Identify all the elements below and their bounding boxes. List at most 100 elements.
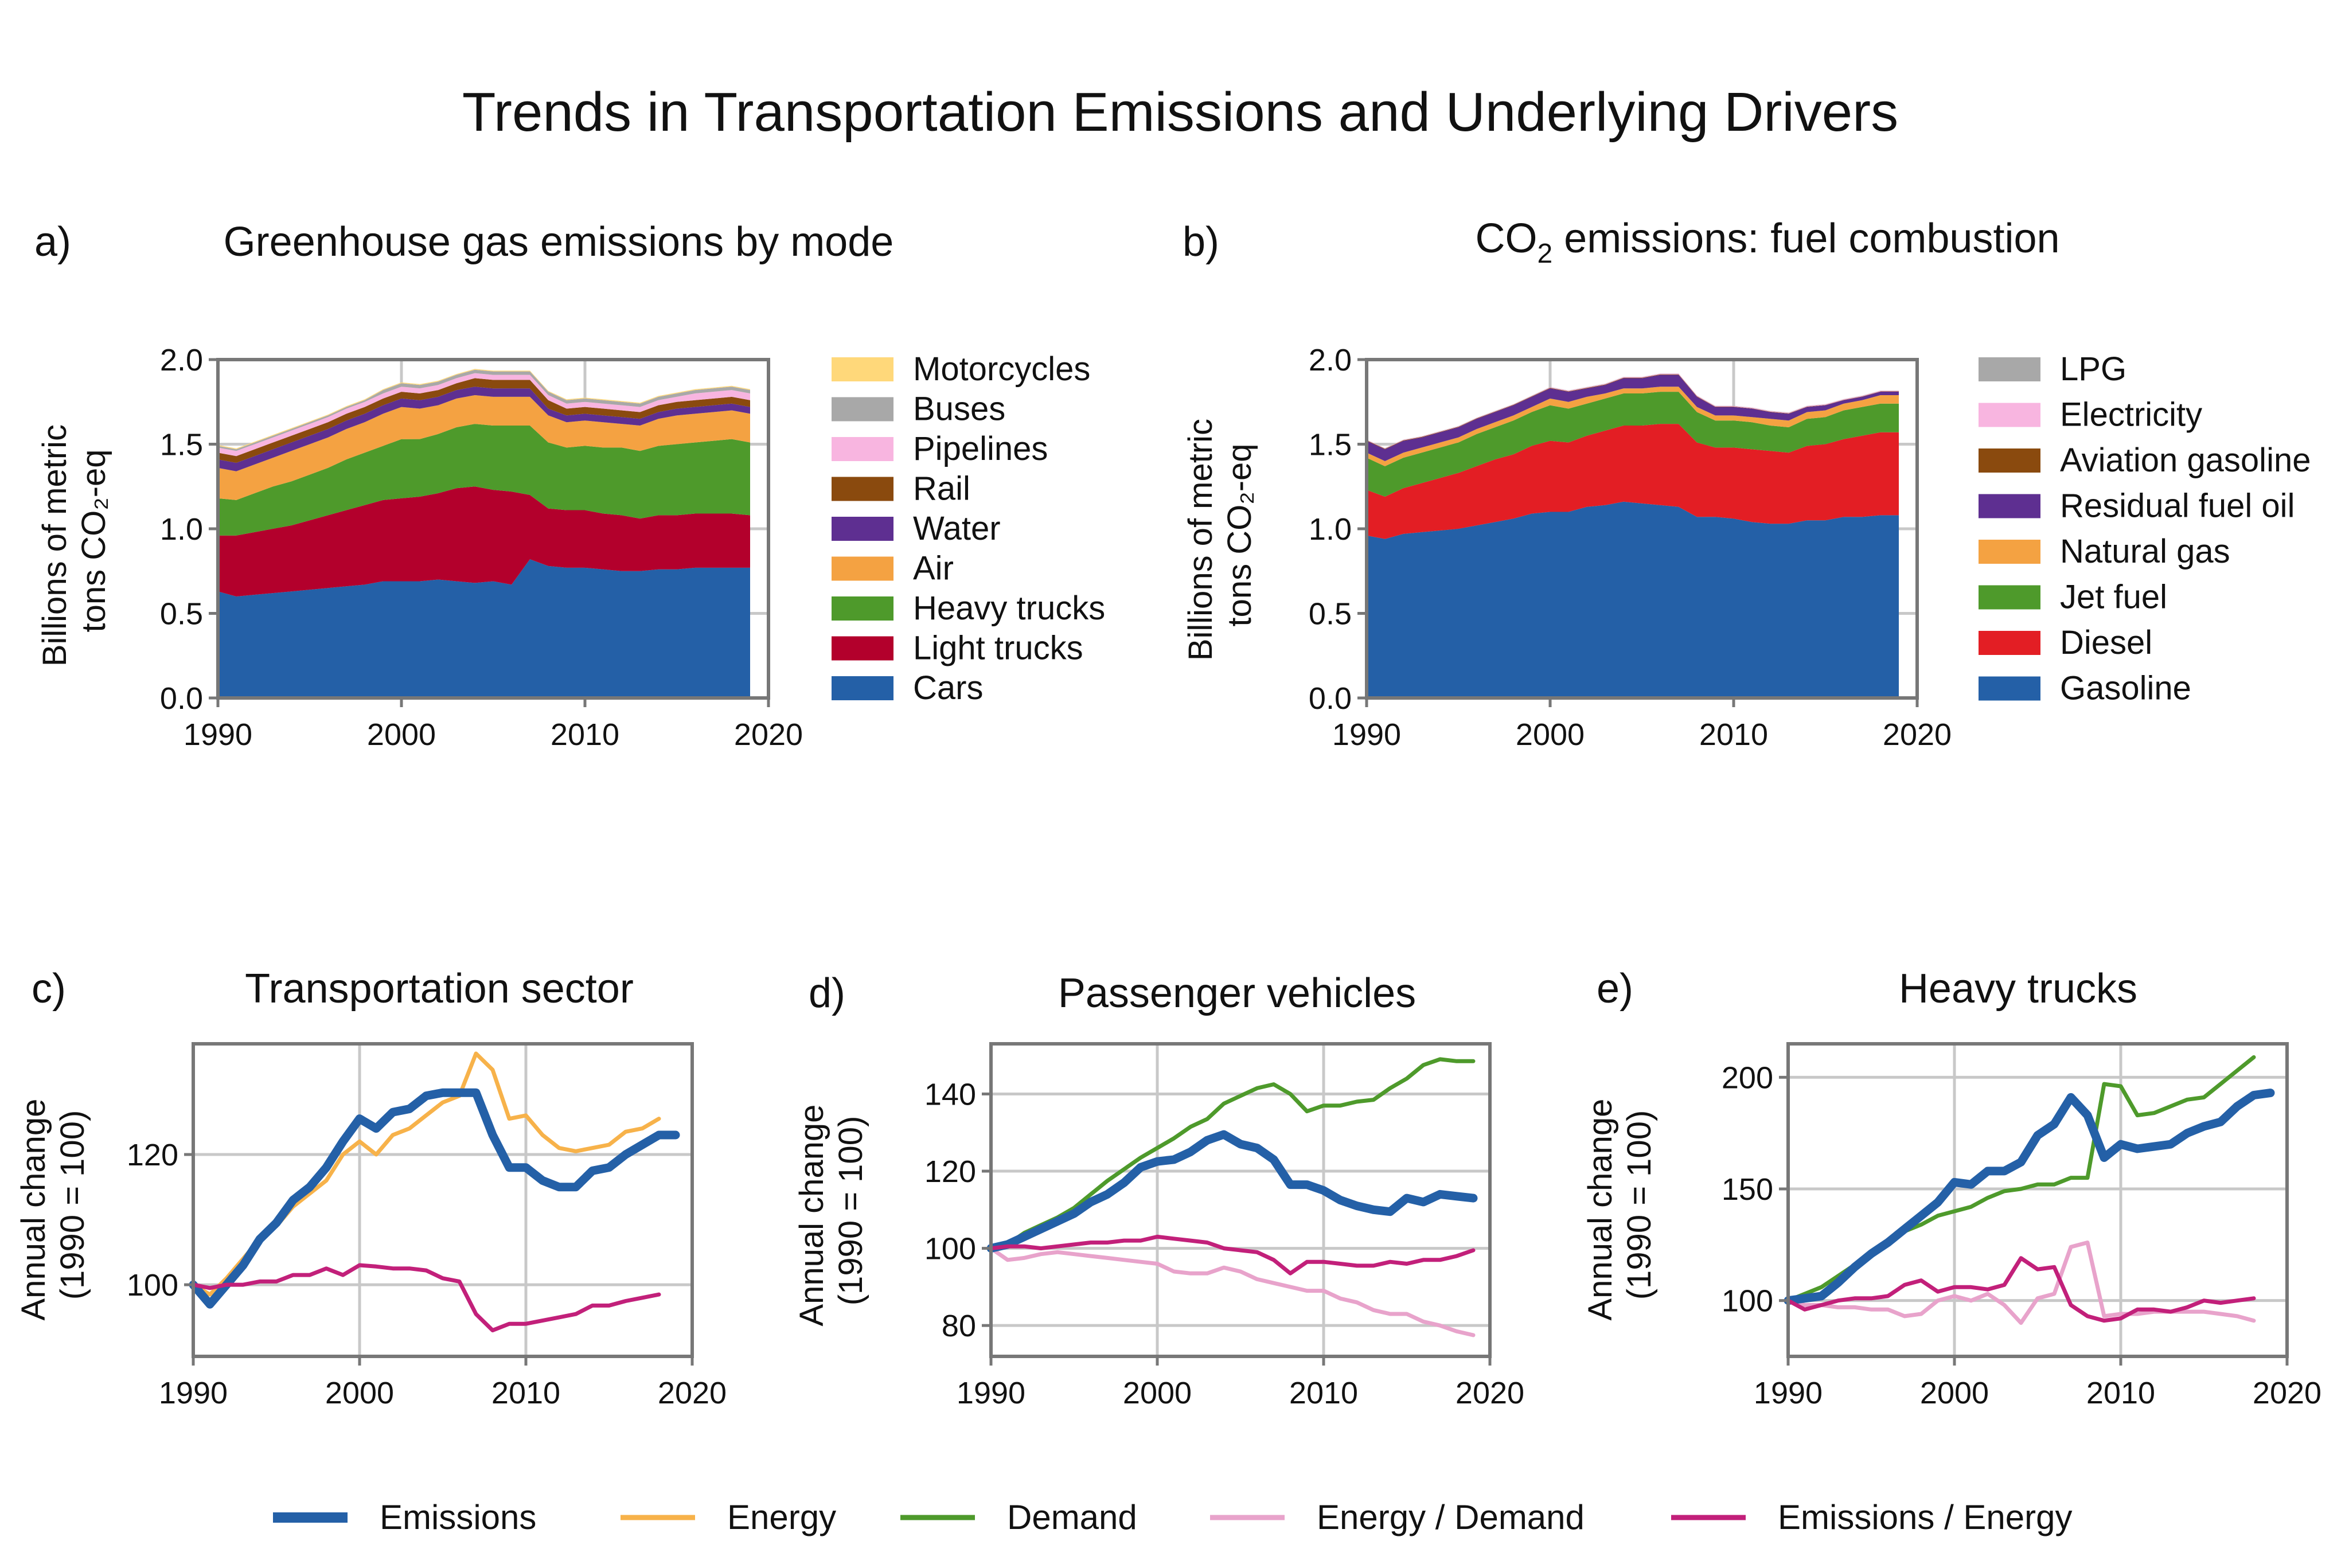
legend-label: Electricity xyxy=(2060,396,2202,434)
panel-c-ylabel-line2: (1990 = 100) xyxy=(54,1110,91,1300)
panel-b-title: CO2 emissions: fuel combustion xyxy=(1475,216,2059,269)
panel-b-ticks: 1990 2000 2010 2020 0.0 0.5 1.0 1.5 2.0 xyxy=(1309,343,1952,752)
legend-item-air: Air xyxy=(832,550,954,587)
figure-legend-label: Emissions / Energy xyxy=(1778,1498,2073,1536)
legend-swatch xyxy=(1979,494,2040,518)
line-emissions xyxy=(189,1088,680,1309)
panel-c: c) Transportation sector Annual change (… xyxy=(15,966,727,1410)
legend-item-gasoline: Gasoline xyxy=(1979,670,2191,707)
panel-e-ylabel-line1: Annual change xyxy=(1582,1099,1619,1321)
panel-b-xtick-label: 1990 xyxy=(1332,717,1401,752)
figure-legend-item-energy: Energy xyxy=(621,1498,836,1536)
panel-b-ytick-label: 0.5 xyxy=(1309,597,1352,631)
panel-b: b) CO2 emissions: fuel combustion Billio… xyxy=(1182,216,2311,752)
legend-label: Heavy trucks xyxy=(913,590,1105,627)
legend-label: Diesel xyxy=(2060,624,2152,661)
panel-a-ytick-label: 1.0 xyxy=(160,512,203,547)
panel-a-letter: a) xyxy=(34,219,71,265)
area-gasoline xyxy=(1367,501,1899,698)
panel-d-frame xyxy=(989,1042,1492,1358)
legend-item-diesel: Diesel xyxy=(1979,624,2152,661)
panel-b-ytick-label: 1.5 xyxy=(1309,428,1352,462)
area-heavy-trucks xyxy=(218,424,750,536)
legend-label: Motorcycles xyxy=(913,350,1090,388)
panel-e-title: Heavy trucks xyxy=(1899,966,2137,1012)
panel-e-xtick-label: 2020 xyxy=(2253,1376,2321,1410)
legend-item-motorcycles: Motorcycles xyxy=(832,350,1090,388)
panel-b-legend: LPG Electricity Aviation gasoline Residual … xyxy=(1979,350,2311,707)
figure-legend-label: Energy xyxy=(727,1498,836,1536)
panel-c-plot: 1990 2000 2010 2020 100 120 xyxy=(127,1042,727,1410)
panel-d-xtick-label: 2020 xyxy=(1456,1376,1524,1410)
panel-c-ytick-label: 120 xyxy=(127,1138,178,1172)
panel-a-xtick-label: 2020 xyxy=(734,717,803,752)
legend-label: Aviation gasoline xyxy=(2060,442,2311,479)
line-energy-demand xyxy=(989,1246,1476,1337)
panel-a-ylabel: Billions of metric tons CO₂-eq xyxy=(36,415,112,666)
legend-label: Natural gas xyxy=(2060,533,2230,570)
panel-c-letter: c) xyxy=(32,966,66,1012)
legend-swatch xyxy=(832,676,893,700)
panel-e-ytick-label: 100 xyxy=(1722,1284,1773,1319)
legend-item-pipelines: Pipelines xyxy=(832,430,1048,467)
panel-c-lines xyxy=(189,1051,680,1333)
legend-item-lpg: LPG xyxy=(1979,350,2126,388)
panel-a-ticks: 1990 2000 2010 2020 0.0 0.5 1.0 1.5 2.0 xyxy=(160,343,803,752)
panel-c-frame xyxy=(192,1042,694,1358)
legend-item-water: Water xyxy=(832,510,1001,547)
legend-swatch xyxy=(1979,540,2040,564)
panel-e-plot: 1990 2000 2010 2020 100 150 200 xyxy=(1722,1042,2321,1410)
panel-d-ytick-label: 120 xyxy=(924,1154,976,1189)
legend-label: Gasoline xyxy=(2060,670,2191,707)
panel-a-ytick-label: 2.0 xyxy=(160,343,203,377)
legend-swatch xyxy=(832,477,893,501)
legend-label: Light trucks xyxy=(913,630,1083,667)
legend-swatch xyxy=(1979,448,2040,473)
panel-c-ylabel: Annual change (1990 = 100) xyxy=(15,1089,91,1320)
panel-e-xtick-label: 2000 xyxy=(1920,1376,1989,1410)
line-emissions xyxy=(1784,1089,2275,1305)
panel-d-plot: 1990 2000 2010 2020 80 100 120 140 xyxy=(924,1042,1524,1410)
panel-a-frame xyxy=(216,358,770,700)
legend-swatch xyxy=(1979,403,2040,427)
panel-d-xtick-label: 2000 xyxy=(1123,1376,1192,1410)
panel-d-xtick-label: 2010 xyxy=(1289,1376,1358,1410)
legend-label: Residual fuel oil xyxy=(2060,487,2295,525)
panel-a-plot: 1990 2000 2010 2020 0.0 0.5 1.0 1.5 2.0 xyxy=(160,343,803,752)
legend-item-heavy-trucks: Heavy trucks xyxy=(832,590,1105,627)
line-emissions-energy xyxy=(989,1234,1476,1276)
panel-b-ylabel: Billions of metric tons CO₂-eq xyxy=(1182,409,1258,661)
panel-e-ylabel: Annual change (1990 = 100) xyxy=(1582,1089,1658,1320)
panel-e-ytick-label: 150 xyxy=(1722,1172,1773,1207)
legend-item-residual-fuel-oil: Residual fuel oil xyxy=(1979,487,2295,525)
legend-swatch xyxy=(832,357,893,381)
panel-a-xtick-label: 2010 xyxy=(551,717,619,752)
panel-a-legend: MotorcyclesBusesPipelinesRailWaterAirHea… xyxy=(832,350,1105,707)
figure-legend: Emissions Energy Demand Energy / Demand Emis… xyxy=(273,1498,2073,1536)
panel-d-ytick-label: 140 xyxy=(924,1077,976,1111)
legend-swatch xyxy=(832,397,893,422)
panel-b-xtick-label: 2000 xyxy=(1516,717,1585,752)
panel-a-xtick-label: 2000 xyxy=(367,717,436,752)
panel-b-ytick-label: 1.0 xyxy=(1309,512,1352,547)
figure-legend-item-emissions-energy: Emissions / Energy xyxy=(1671,1498,2073,1536)
legend-label: Water xyxy=(913,510,1001,547)
area-jet-fuel xyxy=(1367,392,1899,497)
panel-b-ytick-label: 0.0 xyxy=(1309,681,1352,716)
panel-c-ylabel-line1: Annual change xyxy=(15,1099,52,1321)
panel-b-xtick-label: 2010 xyxy=(1699,717,1768,752)
panel-d-ticks: 1990 2000 2010 2020 80 100 120 140 xyxy=(924,1077,1524,1410)
legend-item-electricity: Electricity xyxy=(1979,396,2202,434)
panel-d: d) Passenger vehicles Annual change (199… xyxy=(793,970,1524,1410)
area-cars xyxy=(218,559,750,698)
panel-a-ylabel-line2: tons CO₂-eq xyxy=(75,449,112,632)
panel-b-frame xyxy=(1365,358,1919,700)
panel-a-title: Greenhouse gas emissions by mode xyxy=(224,219,894,265)
figure-legend-item-demand: Demand xyxy=(900,1498,1137,1536)
panel-e-xtick-label: 1990 xyxy=(1754,1376,1823,1410)
legend-item-jet-fuel: Jet fuel xyxy=(1979,579,2167,616)
panel-e-xtick-label: 2010 xyxy=(2086,1376,2155,1410)
panel-d-ylabel-line2: (1990 = 100) xyxy=(832,1116,869,1306)
legend-item-aviation-gasoline: Aviation gasoline xyxy=(1979,442,2311,479)
panel-c-xtick-label: 2020 xyxy=(658,1376,727,1410)
